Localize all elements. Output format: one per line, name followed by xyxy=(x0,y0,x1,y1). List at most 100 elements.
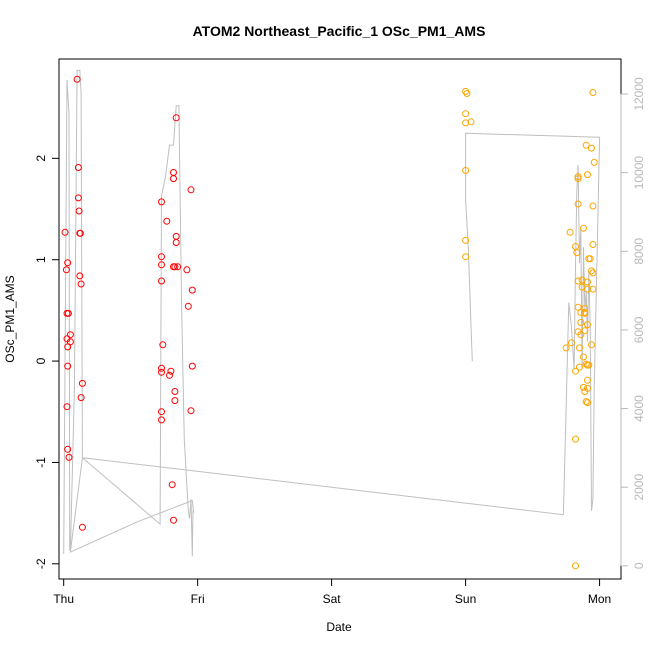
orange-point xyxy=(588,144,595,152)
orange-point xyxy=(462,236,470,244)
orange-point xyxy=(584,321,591,329)
red-point xyxy=(172,232,180,240)
orange-point xyxy=(576,363,583,371)
red-point xyxy=(172,239,180,246)
orange-point xyxy=(590,158,598,166)
red-point xyxy=(74,194,82,202)
orange-point xyxy=(589,89,597,96)
y2-tick-label: 6000 xyxy=(632,316,646,343)
red-point xyxy=(74,164,82,171)
orange-point xyxy=(462,110,470,118)
red-point xyxy=(66,338,74,346)
orange-point xyxy=(562,344,570,352)
orange-point xyxy=(572,562,579,570)
red-point xyxy=(171,388,179,395)
red-point xyxy=(75,207,83,215)
orange-point xyxy=(584,171,591,179)
red-point xyxy=(66,331,74,339)
red-point xyxy=(64,259,72,267)
red-point xyxy=(76,272,84,280)
red-point xyxy=(158,261,165,269)
red-point xyxy=(158,198,165,206)
red-point xyxy=(158,408,165,416)
orange-point xyxy=(577,331,585,339)
x-axis-label: Date xyxy=(326,620,352,634)
red-point xyxy=(171,397,179,405)
red-point xyxy=(65,453,73,461)
y-tick-label: -2 xyxy=(34,558,48,569)
red-point xyxy=(62,266,70,274)
orange-point xyxy=(574,175,582,183)
red-point xyxy=(158,368,165,376)
x-tick-label: Fri xyxy=(191,592,205,606)
red-point xyxy=(188,362,196,370)
red-point xyxy=(77,280,85,288)
orange-point xyxy=(577,319,585,326)
orange-point xyxy=(462,167,470,174)
y-tick-label: 1 xyxy=(34,256,48,263)
orange-point xyxy=(574,277,582,285)
y2-tick-label: 8000 xyxy=(632,238,646,265)
orange-point xyxy=(573,249,581,257)
y-tick-label: -1 xyxy=(34,457,48,468)
red-point xyxy=(64,445,72,453)
orange-point xyxy=(566,228,574,236)
orange-point xyxy=(588,267,595,275)
orange-point xyxy=(580,224,587,232)
chart-title: ATOM2 Northeast_Pacific_1 OSc_PM1_AMS xyxy=(193,23,486,39)
red-point xyxy=(168,481,176,489)
x-tick-label: Thu xyxy=(53,592,74,606)
red-point xyxy=(167,367,175,375)
red-point xyxy=(170,169,177,176)
orange-point xyxy=(572,435,579,443)
x-tick-label: Mon xyxy=(588,592,611,606)
orange-point xyxy=(588,341,595,349)
red-point xyxy=(163,217,171,225)
y2-tick-label: 10000 xyxy=(632,156,646,190)
red-point xyxy=(187,407,195,415)
red-point xyxy=(159,341,167,349)
orange-point xyxy=(586,255,594,263)
red-point xyxy=(77,394,85,402)
scatter-points xyxy=(61,75,598,570)
orange-point xyxy=(589,285,597,293)
orange-point xyxy=(585,361,593,369)
orange-point xyxy=(589,269,597,277)
red-point xyxy=(73,75,81,83)
orange-point xyxy=(572,367,579,375)
red-point xyxy=(158,277,165,285)
red-point xyxy=(183,266,191,274)
red-point xyxy=(158,416,165,424)
orange-point xyxy=(584,278,591,286)
orange-point xyxy=(582,398,590,406)
orange-point xyxy=(577,308,585,316)
y-axis-right: 0 2000 4000 6000 8000 10000 12000 xyxy=(620,77,646,569)
red-point xyxy=(171,263,179,271)
orange-point xyxy=(581,304,589,312)
red-point xyxy=(170,516,177,524)
orange-point xyxy=(467,118,475,126)
plot-frame xyxy=(58,58,622,580)
y-tick-label: 2 xyxy=(34,155,48,162)
orange-point xyxy=(589,202,597,210)
gray-line-series xyxy=(63,69,601,557)
orange-point xyxy=(574,200,582,208)
orange-point xyxy=(462,253,470,261)
red-point xyxy=(78,379,86,387)
orange-point xyxy=(584,399,591,407)
red-point xyxy=(64,309,72,317)
red-point xyxy=(61,228,69,236)
red-point xyxy=(166,371,173,379)
y2-tick-label: 0 xyxy=(632,562,646,569)
red-point xyxy=(158,253,165,261)
y-tick-label: 0 xyxy=(34,357,48,364)
orange-point xyxy=(581,327,589,335)
orange-point xyxy=(582,141,590,149)
red-point xyxy=(76,229,84,237)
x-axis: Thu Fri Sat Sun Mon xyxy=(53,578,611,606)
y-axis-label: OSc_PM1_AMS xyxy=(3,275,17,362)
orange-point xyxy=(581,309,589,317)
orange-point xyxy=(567,339,575,347)
red-point xyxy=(188,286,196,294)
